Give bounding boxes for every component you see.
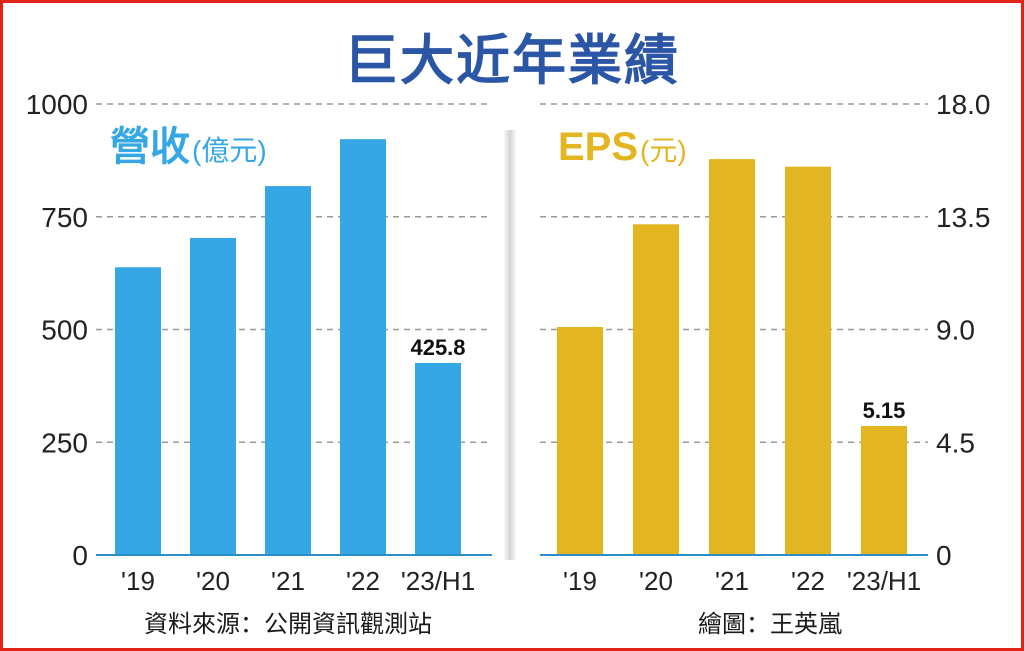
revenue-data-label: 425.8 [410,335,465,360]
revenue-ytick-label: 0 [72,540,88,571]
eps-xtick-label: '19 [563,566,597,596]
revenue-bar [340,139,386,556]
eps-xtick-label: '20 [639,566,673,596]
eps-ytick-label: 9.0 [936,315,975,346]
eps-ytick-label: 4.5 [936,427,975,458]
revenue-panel-title: 營收 [110,125,190,169]
revenue-xtick-label: '21 [271,566,305,596]
eps-data-label: 5.15 [863,398,906,423]
eps-panel-unit: (元) [640,135,687,166]
eps-bar [633,224,679,555]
revenue-xtick-label: '23/H1 [401,566,475,596]
revenue-ytick-label: 750 [41,202,88,233]
revenue-xtick-label: '22 [346,566,380,596]
eps-bar [557,326,603,555]
revenue-xtick-label: '20 [196,566,230,596]
revenue-xtick-label: '19 [121,566,155,596]
chart-title: 巨大近年業績 [344,29,680,92]
revenue-ytick-label: 1000 [26,89,88,120]
eps-xtick-label: '23/H1 [847,566,921,596]
eps-bar [709,159,755,555]
eps-xtick-label: '22 [791,566,825,596]
revenue-ytick-label: 500 [41,315,88,346]
eps-ytick-label: 13.5 [936,202,991,233]
eps-panel-title: EPS [558,125,638,169]
eps-bar [785,166,831,555]
eps-ytick-label: 18.0 [936,89,991,120]
eps-xtick-label: '21 [715,566,749,596]
revenue-bar [415,362,461,555]
eps-ytick-label: 0 [936,540,952,571]
revenue-ytick-label: 250 [41,427,88,458]
revenue-bar [265,186,311,555]
source-note: 資料來源：公開資訊觀測站 [144,610,432,638]
revenue-bar [115,267,161,555]
revenue-bar [190,237,236,555]
revenue-panel-unit: (億元) [192,135,267,166]
credit-note: 繪圖：王英嵐 [698,610,842,638]
panel-divider [503,130,517,560]
eps-bar [861,425,907,555]
